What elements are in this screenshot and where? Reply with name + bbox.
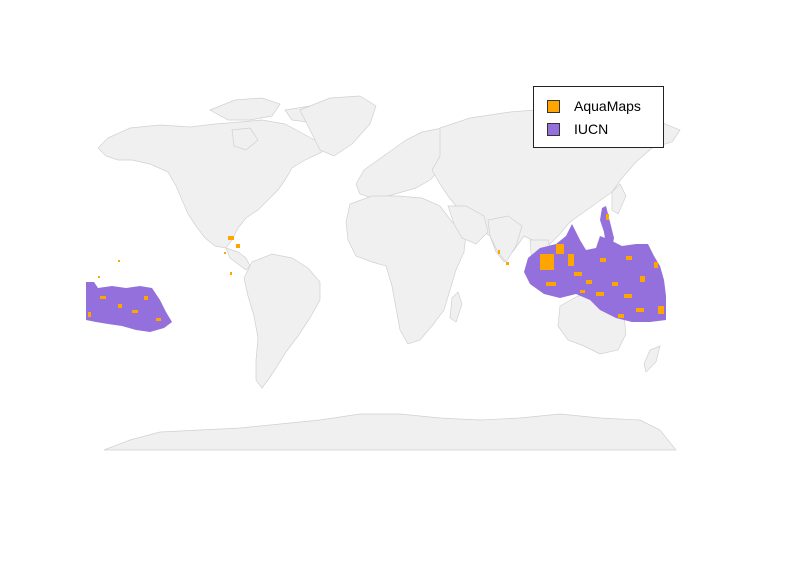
aquamaps-cell: [224, 252, 226, 254]
legend-swatch-aquamaps: [547, 99, 560, 113]
aquamaps-cell: [658, 306, 664, 314]
aquamaps-cell: [156, 318, 161, 321]
aquamaps-cell: [586, 280, 592, 284]
aquamaps-cell: [88, 312, 91, 317]
land-india: [487, 215, 523, 263]
legend-label-iucn: IUCN: [574, 121, 609, 137]
aquamaps-cell: [556, 244, 564, 254]
land-north-america: [97, 119, 323, 249]
land-greenland: [299, 95, 377, 157]
aquamaps-cell: [236, 244, 240, 248]
aquamaps-cell: [574, 272, 582, 276]
aquamaps-cell: [98, 276, 100, 278]
aquamaps-cell: [596, 292, 604, 296]
aquamaps-cell: [144, 296, 148, 300]
aquamaps-cell: [498, 250, 500, 254]
aquamaps-cell: [600, 258, 606, 262]
aquamaps-cell: [636, 308, 644, 312]
land-madagascar: [449, 291, 463, 323]
legend-swatch-iucn: [547, 122, 560, 136]
aquamaps-cell: [654, 262, 658, 268]
legend-label-aquamaps: AquaMaps: [574, 98, 641, 114]
aquamaps-cell: [228, 236, 234, 240]
legend-item-aquamaps: AquaMaps: [547, 97, 641, 115]
iucn-range-philippines: [600, 206, 614, 248]
aquamaps-cell: [624, 294, 632, 298]
aquamaps-cell: [580, 290, 585, 293]
map-legend: AquaMaps IUCN: [533, 86, 664, 148]
aquamaps-cell: [568, 254, 574, 266]
legend-item-iucn: IUCN: [547, 120, 608, 138]
aquamaps-cell: [230, 272, 232, 275]
aquamaps-cell: [640, 276, 645, 282]
aquamaps-cell: [618, 314, 624, 318]
land-south-america: [243, 253, 321, 389]
aquamaps-cell: [612, 282, 618, 286]
land-africa: [345, 195, 467, 345]
aquamaps-cell: [100, 296, 106, 299]
aquamaps-cell: [506, 262, 509, 265]
aquamaps-range: [88, 214, 664, 321]
land-japan: [611, 183, 627, 215]
land-new-zealand: [643, 345, 661, 373]
aquamaps-cell: [118, 260, 120, 262]
land-central-america: [225, 247, 251, 271]
aquamaps-cell: [546, 282, 556, 286]
aquamaps-cell: [626, 256, 632, 260]
aquamaps-cell: [606, 214, 609, 220]
aquamaps-cell: [132, 310, 138, 313]
iucn-range-pacific-islands: [86, 282, 172, 332]
land-arabia: [447, 205, 489, 245]
aquamaps-cell: [118, 304, 122, 308]
land-antarctica: [103, 413, 677, 451]
aquamaps-cell: [540, 254, 554, 270]
